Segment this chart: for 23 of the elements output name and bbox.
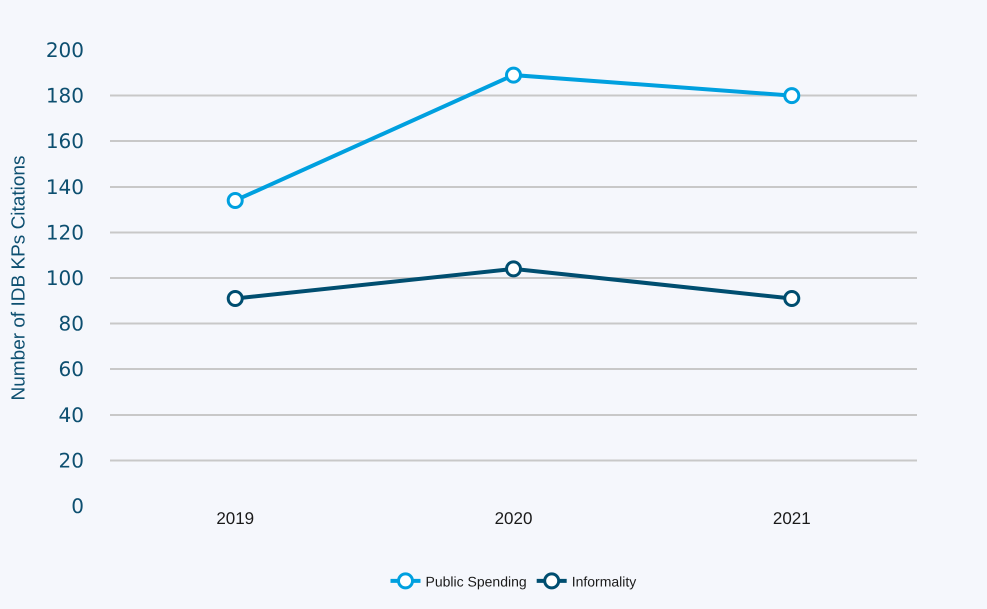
x-tick-label: 2019 [216,509,254,528]
y-tick-label: 100 [46,266,84,290]
legend-label: Public Spending [426,573,527,590]
point [783,290,800,308]
point [783,87,800,104]
point [505,260,522,278]
point [226,192,244,209]
y-tick-label: 80 [58,312,84,336]
point [505,66,522,84]
y-tick-label: 120 [46,220,84,244]
y-tick-label: 40 [58,402,84,427]
y-tick-label: 140 [46,174,84,199]
y-tick-label: 160 [46,129,84,154]
y-tick-label: 0 [71,494,84,518]
legend-label: Informality [572,573,636,590]
y-tick-label: 20 [58,448,84,472]
y-tick-label: 200 [46,38,84,62]
y-tick-label: 60 [58,357,84,382]
x-tick-label: 2020 [494,509,532,528]
y-axis-title: Number of IDB KPs Citations [8,156,30,400]
y-tick-label: 180 [46,84,84,108]
x-tick-label: 2021 [772,509,811,528]
point [226,290,244,308]
